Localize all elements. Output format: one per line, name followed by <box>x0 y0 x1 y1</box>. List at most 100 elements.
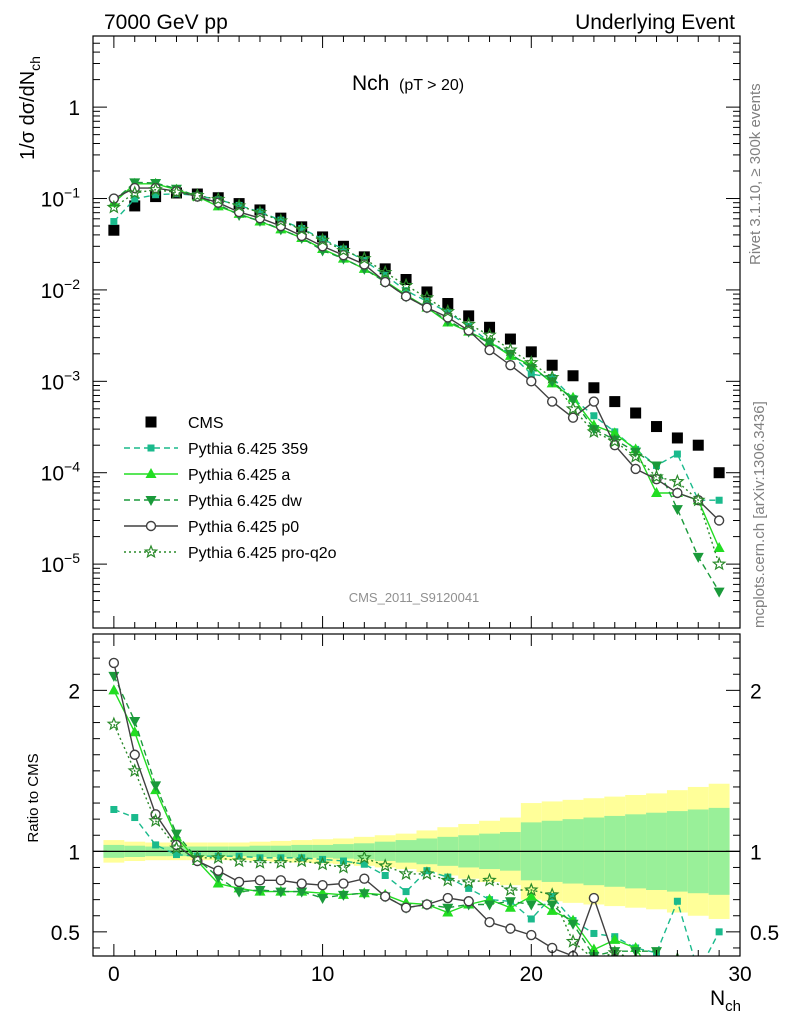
ratio-point <box>694 968 703 977</box>
ratio-point <box>252 854 268 869</box>
ratio-point <box>484 916 495 928</box>
ratio-point <box>693 999 704 1009</box>
data-point <box>607 433 623 448</box>
ratio-point <box>275 887 287 898</box>
legend-label: CMS <box>188 415 224 432</box>
main-panel-series <box>106 177 727 598</box>
legend-label: Pythia 6.425 359 <box>188 441 308 458</box>
data-point <box>148 182 163 196</box>
data-point <box>588 425 600 436</box>
data-point <box>419 290 435 304</box>
data-point <box>336 242 351 257</box>
data-point <box>256 208 264 216</box>
ratio-point <box>588 892 600 904</box>
ratio-point <box>525 890 537 901</box>
data-point <box>339 245 347 253</box>
legend-entry: Pythia 6.425 pro-q2o <box>124 544 337 562</box>
y-tick-label: 1 <box>68 97 80 120</box>
data-point <box>423 297 431 305</box>
data-point <box>713 515 725 526</box>
ratio-point <box>631 969 640 978</box>
data-point <box>649 469 664 484</box>
ratio-point <box>651 976 662 986</box>
ratio-series-pythia-6-425-pro-q2o <box>106 716 680 972</box>
ratio-point <box>275 875 287 886</box>
data-point <box>484 321 496 333</box>
data-point <box>711 556 727 571</box>
data-point <box>630 447 642 458</box>
ratio-point <box>672 966 683 976</box>
data-point <box>588 382 600 394</box>
data-point <box>567 412 579 423</box>
data-point <box>110 218 118 226</box>
ratio-y-axis-label: Ratio to CMS <box>25 753 42 842</box>
data-point <box>358 251 370 263</box>
ratio-point <box>419 866 435 881</box>
data-point <box>671 432 683 444</box>
data-point <box>692 439 704 451</box>
ratio-point <box>213 865 224 876</box>
ratio-point <box>524 882 539 897</box>
legend-entry: Pythia 6.425 359 <box>124 441 308 458</box>
data-point <box>630 407 642 419</box>
x-tick-label: 10 <box>311 963 334 986</box>
ratio-point <box>127 763 143 778</box>
ratio-series-pythia-6-425-p0 <box>108 657 703 978</box>
ratio-point <box>170 829 182 840</box>
data-point <box>565 401 581 416</box>
ratio-panel-frame <box>92 633 741 957</box>
ratio-point <box>651 961 662 972</box>
ratio-point <box>695 969 702 976</box>
ratio-point <box>357 850 372 864</box>
ratio-point <box>442 903 454 914</box>
legend-entry: Pythia 6.425 dw <box>124 493 302 510</box>
data-point <box>273 213 289 228</box>
ratio-y-tick-label: 0.5 <box>51 922 80 945</box>
data-point <box>651 486 663 497</box>
ratio-point <box>672 981 683 991</box>
data-point <box>527 370 535 378</box>
ratio-point <box>421 899 433 910</box>
ratio-point <box>152 841 160 849</box>
data-point <box>319 235 327 243</box>
data-point <box>690 492 706 507</box>
ratio-point <box>505 923 516 934</box>
ratio-point <box>212 873 224 884</box>
data-point <box>526 376 537 387</box>
data-point <box>152 191 160 199</box>
ratio-point <box>461 874 476 889</box>
y-tick-label: 10−4 <box>41 459 81 486</box>
data-point <box>379 263 391 275</box>
ratio-point <box>544 887 560 901</box>
data-point <box>210 191 226 206</box>
ratio-point <box>609 933 621 944</box>
ratio-point <box>440 872 456 887</box>
legend-label: Pythia 6.425 dw <box>188 493 302 510</box>
y-tick-label: 10−2 <box>41 276 81 303</box>
data-point <box>357 250 372 265</box>
data-point <box>672 487 683 499</box>
mcplots-label: mcplots.cern.ch [arXiv:1306.3436] <box>751 401 768 628</box>
data-point <box>482 327 497 342</box>
analysis-watermark: CMS_2011_S9120041 <box>349 590 480 605</box>
ratio-point <box>590 929 598 937</box>
legend-marker <box>143 544 159 559</box>
ratio-point <box>673 897 681 905</box>
legend-marker <box>145 468 157 478</box>
data-point <box>546 359 558 371</box>
data-point <box>713 542 725 553</box>
ratio-point <box>190 850 205 864</box>
ratio-y-tick-label-right: 0.5 <box>750 922 779 945</box>
ratio-point <box>171 839 182 851</box>
legend-entry: CMS <box>145 415 224 432</box>
data-point <box>463 310 475 322</box>
ratio-point <box>444 873 452 881</box>
data-point <box>421 302 433 313</box>
series-cms <box>108 187 725 479</box>
ratio-point <box>463 896 474 907</box>
ratio-point <box>231 853 247 868</box>
legend: CMS Pythia 6.425 359 Pythia 6.425 a Pythia … <box>124 415 337 562</box>
data-point <box>505 360 516 371</box>
legend-label: Pythia 6.425 a <box>188 467 290 484</box>
